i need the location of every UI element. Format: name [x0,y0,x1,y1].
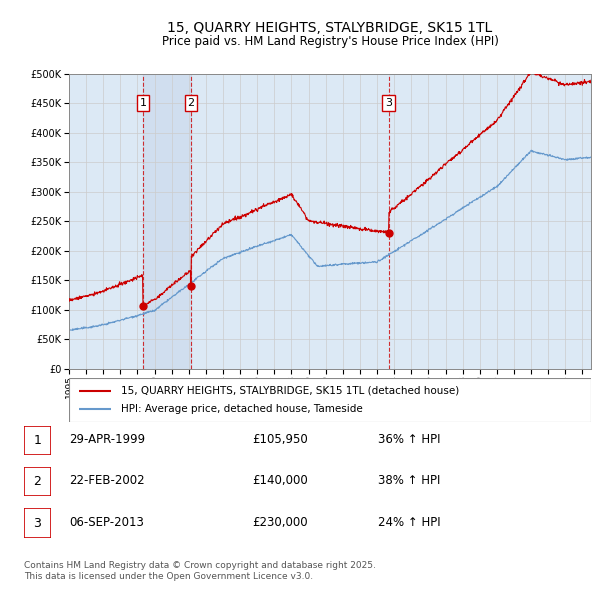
Text: HPI: Average price, detached house, Tameside: HPI: Average price, detached house, Tame… [121,405,363,414]
Bar [143,74,191,369]
Text: Price paid vs. HM Land Registry's House Price Index (HPI): Price paid vs. HM Land Registry's House … [161,35,499,48]
Text: £105,950: £105,950 [252,433,308,446]
Text: 36% ↑ HPI: 36% ↑ HPI [378,433,440,446]
Text: Contains HM Land Registry data © Crown copyright and database right 2025.: Contains HM Land Registry data © Crown c… [24,560,376,569]
Text: 3: 3 [34,516,41,529]
Text: 2: 2 [187,99,194,108]
Text: 29-APR-1999: 29-APR-1999 [69,433,145,446]
Text: 15, QUARRY HEIGHTS, STALYBRIDGE, SK15 1TL: 15, QUARRY HEIGHTS, STALYBRIDGE, SK15 1T… [167,21,493,35]
Text: 24% ↑ HPI: 24% ↑ HPI [378,516,440,529]
Text: 22-FEB-2002: 22-FEB-2002 [69,474,145,487]
Text: 2: 2 [34,475,41,488]
Text: 1: 1 [34,434,41,447]
Text: 38% ↑ HPI: 38% ↑ HPI [378,474,440,487]
Text: £140,000: £140,000 [252,474,308,487]
Text: £230,000: £230,000 [252,516,308,529]
Text: 06-SEP-2013: 06-SEP-2013 [69,516,144,529]
Text: 1: 1 [140,99,146,108]
Text: This data is licensed under the Open Government Licence v3.0.: This data is licensed under the Open Gov… [24,572,313,581]
Text: 15, QUARRY HEIGHTS, STALYBRIDGE, SK15 1TL (detached house): 15, QUARRY HEIGHTS, STALYBRIDGE, SK15 1T… [121,386,460,396]
Text: 3: 3 [385,99,392,108]
